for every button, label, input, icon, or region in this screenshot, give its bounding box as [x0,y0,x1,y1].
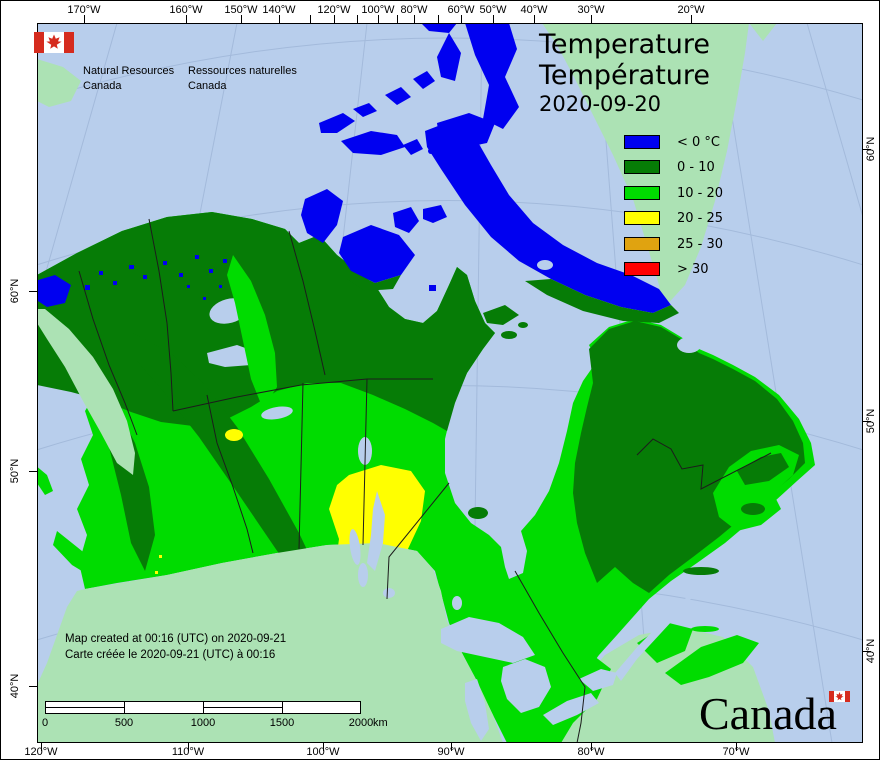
legend-label: 10 - 20 [677,185,724,201]
longitude-label: 70°W [722,746,750,758]
map-title: Temperature Température 2020-09-20 [539,29,710,118]
axis-tick [691,15,692,23]
axis-tick [188,743,189,751]
axis-tick [736,743,737,751]
legend-label: 25 - 30 [677,236,724,252]
ellesmere-island [465,23,519,129]
axis-tick [461,15,462,23]
legend-label: 0 - 10 [677,160,715,176]
lake-superior [441,617,535,663]
legend-label: 20 - 25 [677,211,724,227]
axis-tick [29,471,37,472]
axis-tick [41,743,42,751]
baffin-island [425,121,671,313]
axis-tick [414,15,415,23]
title-fr: Température [539,60,711,91]
longitude-label: 120°W [317,4,351,16]
government-logo: Natural Resources Canada Ressources natur… [34,32,297,92]
axis-tick [310,15,311,23]
latitude-label: 40°N [9,673,21,699]
creation-note-en: Map created at 00:16 (UTC) on 2020-09-21 [65,633,287,645]
longitude-label: 60°W [447,4,475,16]
longitude-label: 140°W [262,4,296,16]
axis-tick [591,15,592,23]
longitude-label: 40°W [520,4,548,16]
legend-swatch [624,236,660,251]
longitude-label: 110°W [171,746,205,758]
axis-tick [84,15,85,23]
axis-tick [863,149,871,150]
scale-bar-number: 1500 [269,717,295,729]
scale-bar-number: 2000 [348,717,374,729]
alaska-panhandle [37,309,135,475]
legend-swatch [624,262,660,276]
axis-tick [357,15,358,23]
scale-bar [45,701,361,714]
longitude-label: 20°W [677,4,705,16]
mountain-cold-spots [37,255,227,307]
axis-tick [323,743,324,751]
latitude-label: 60°N [9,278,21,304]
axis-tick [378,15,379,23]
axis-tick [451,743,452,751]
axis-tick [334,15,335,23]
logo-text-fr: Ressources naturelles Canada [188,65,297,92]
canada-flag-icon [34,32,74,53]
longitude-label: 160°W [169,4,203,16]
longitude-label: 120°W [24,746,58,758]
legend-swatch [624,160,660,175]
axis-tick [591,743,592,751]
longitude-label: 90°W [437,746,465,758]
longitude-label: 80°W [400,4,428,16]
axis-tick [534,15,535,23]
lake-erie [543,693,599,725]
title-en: Temperature [539,29,711,60]
longitude-label: 100°W [361,4,395,16]
creation-note: Map created at 00:16 (UTC) on 2020-09-21… [65,631,286,663]
longitude-label: 170°W [67,4,101,16]
scale-bar-unit: km [373,717,388,729]
canada-wordmark: Canada [699,688,837,739]
longitude-label: 50°W [479,4,507,16]
province-borders [78,218,772,743]
axis-tick [29,686,37,687]
alaska-corner [37,59,81,107]
longitude-label: 150°W [224,4,258,16]
axis-tick [397,15,398,23]
arctic-islands [301,23,679,339]
logo-text-en: Natural Resources Canada [83,65,175,92]
longitude-label: 100°W [306,746,340,758]
axis-tick [438,15,439,23]
lake-ontario [579,669,617,691]
legend-swatch [624,185,660,200]
longitude-label: 30°W [577,4,605,16]
scale-bar-number: 0 [41,717,49,729]
canada-flag-icon [829,691,850,702]
lakes [207,298,705,741]
legend-swatch [624,211,660,226]
mackenzie-valley [227,255,277,409]
legend-label: > 30 [677,262,709,277]
axis-tick [863,421,871,422]
legend-label: < 0 °C [677,135,721,150]
canada-temperature-map [37,23,863,743]
creation-note-fr: Carte créée le 2020-09-21 (UTC) à 00:16 [65,649,276,661]
axis-tick [29,291,37,292]
scale-bar-number: 500 [114,717,134,729]
axis-tick [241,15,242,23]
legend-swatch [624,135,660,149]
axis-tick [493,15,494,23]
scale-bar-number: 1000 [190,717,216,729]
lake-huron [501,659,551,713]
latitude-label: 50°N [9,458,21,484]
axis-tick [279,15,280,23]
st-lawrence [615,579,705,681]
axis-tick [186,15,187,23]
axis-tick [863,651,871,652]
title-date: 2020-09-20 [539,92,662,116]
longitude-label: 80°W [577,746,605,758]
lake-michigan [465,679,489,741]
